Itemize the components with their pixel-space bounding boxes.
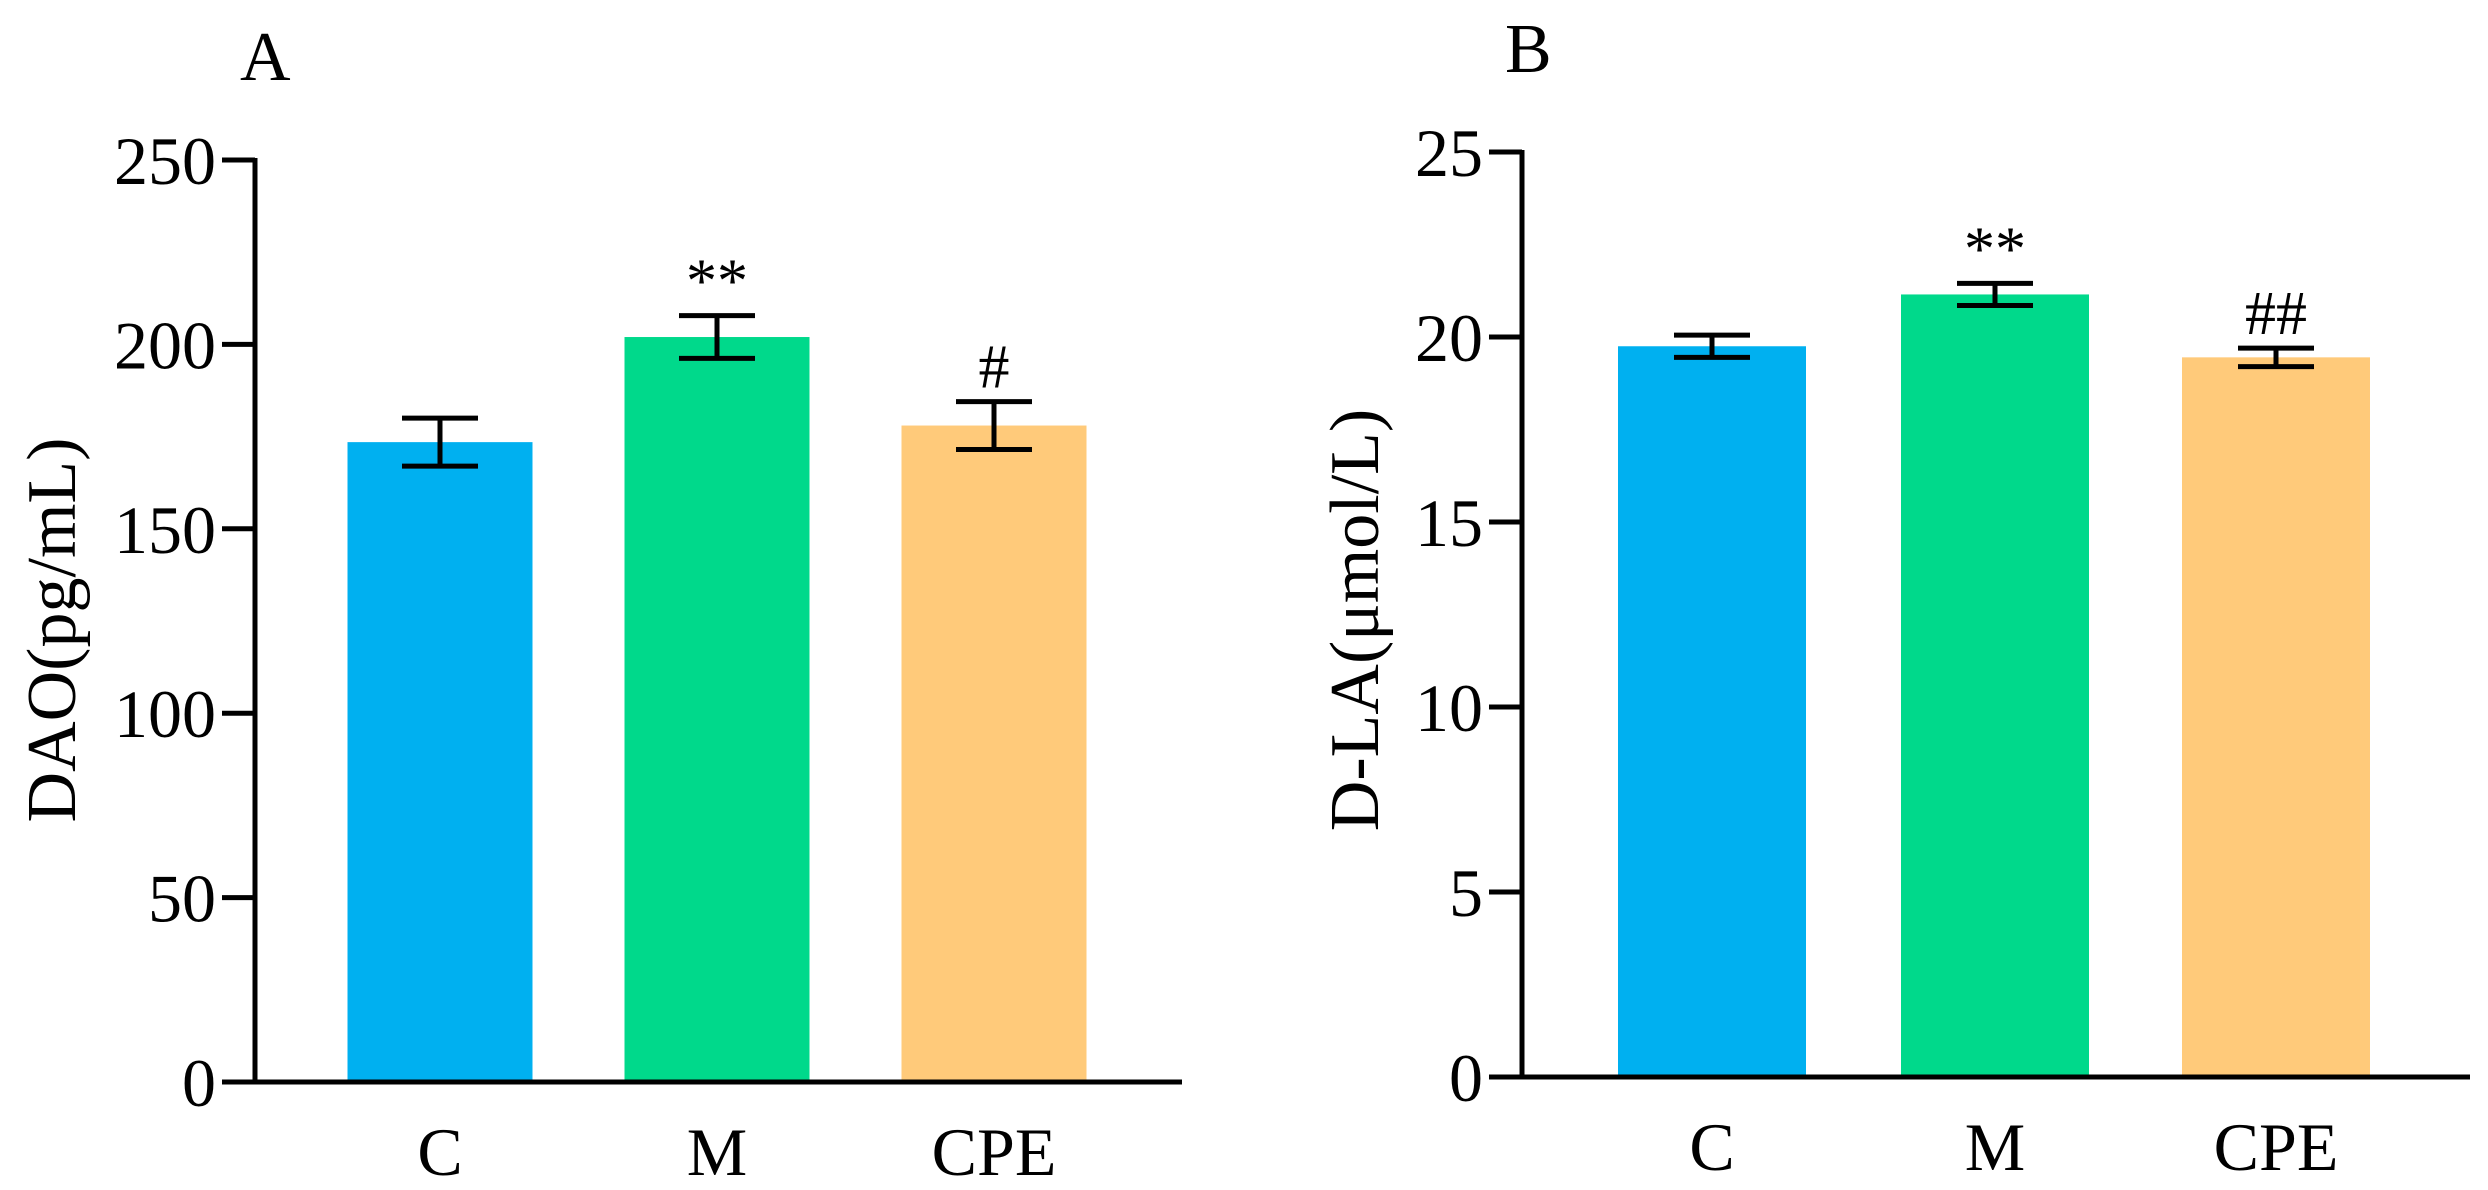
panel-b-annotation-cpe: ##	[2245, 280, 2307, 348]
panel-a: A DAO(pg/mL) ** #0 50 100 150 200 250 C M CPE	[14, 19, 1182, 1190]
panel-a-x-tick-label-c: C	[417, 1114, 462, 1190]
panel-a-x-tick-label-cpe: CPE	[932, 1114, 1057, 1190]
panel-b-y-axis-label: D-LA(μmol/L)	[1317, 409, 1394, 831]
panel-b-y-tick-label: 10	[1415, 670, 1483, 746]
panel-a-y-tick-label: 0	[182, 1045, 216, 1121]
panel-b-error-bar-c	[1674, 332, 1750, 360]
panel-a-x-tick-label-m: M	[687, 1114, 747, 1190]
panel-a-error-bar-m	[679, 313, 755, 361]
panel-b-bar-c	[1618, 346, 1806, 1077]
panel-a-bar-cpe	[901, 425, 1087, 1082]
panel-a-annotation-cpe: #	[979, 334, 1010, 402]
panel-b-bar-cpe	[2182, 357, 2370, 1078]
panel-a-label: A	[240, 19, 291, 96]
panel-a-y-tick-label: 50	[148, 861, 216, 937]
panel-a-bar-c	[347, 442, 533, 1083]
panel-b-x-tick-label-c: C	[1689, 1109, 1734, 1185]
panel-a-y-tick-label: 250	[114, 123, 216, 199]
panel-b-y-tick-label: 15	[1415, 485, 1483, 561]
panel-a-y-tick-label: 100	[114, 676, 216, 752]
panel-b-bar-m	[1901, 294, 2089, 1077]
panel-b-y-tick-label: 25	[1415, 115, 1483, 191]
panel-b-y-tick-label: 0	[1449, 1040, 1483, 1116]
panel-a-error-bar-cpe	[956, 399, 1032, 453]
panel-a-y-tick-label: 150	[114, 492, 216, 568]
panel-b-y-tick-label: 5	[1449, 855, 1483, 931]
panel-a-annotation-m: **	[686, 248, 748, 316]
panel-b-x-tick-label-m: M	[1965, 1109, 2025, 1185]
panel-a-error-bar-c	[402, 415, 478, 469]
panel-b-error-bar-m	[1957, 280, 2033, 309]
panel-a-y-axis-label: DAO(pg/mL)	[14, 438, 91, 823]
panel-a-bar-m	[624, 337, 810, 1082]
panel-b-x-tick-label-cpe: CPE	[2214, 1109, 2339, 1185]
panel-b-annotation-m: **	[1964, 215, 2026, 283]
panel-a-y-tick-label: 200	[114, 307, 216, 383]
panel-b-error-bar-cpe	[2238, 345, 2314, 370]
panel-b: B D-LA(μmol/L) ** ## 0 5 10 15 20 25 C M CPE	[1317, 11, 2470, 1185]
panel-b-y-tick-label: 20	[1415, 300, 1483, 376]
panel-b-label: B	[1505, 11, 1552, 88]
